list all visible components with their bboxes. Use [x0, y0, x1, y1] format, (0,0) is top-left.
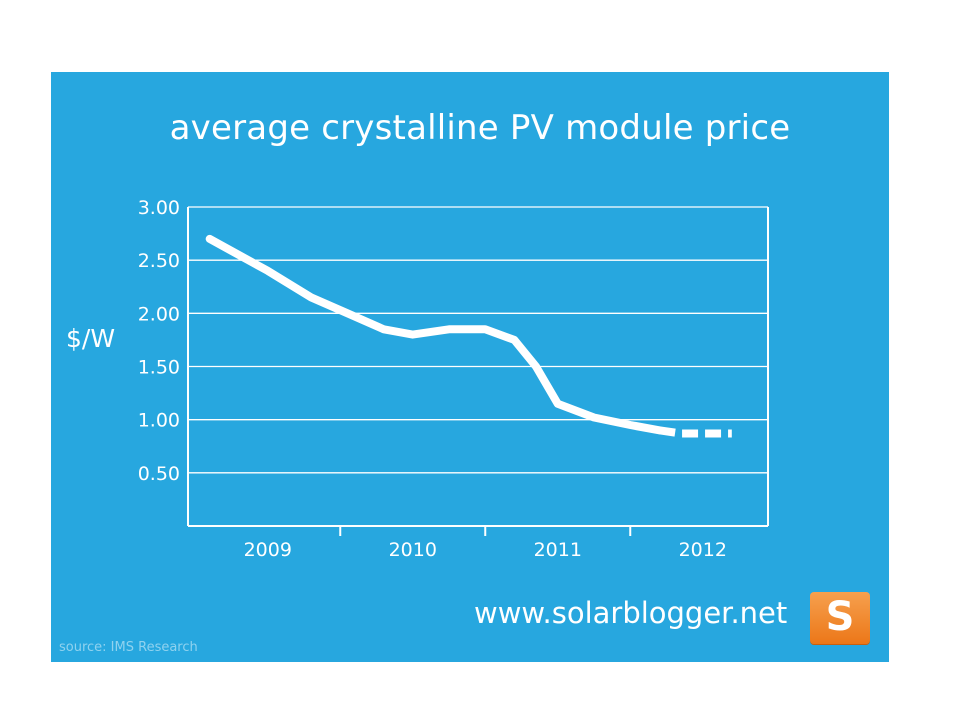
solarblogger-logo-icon: S [810, 592, 870, 644]
source-note: source: IMS Research [59, 640, 198, 655]
series-line-projected [658, 426, 732, 438]
x-tick-label: 2012 [679, 539, 727, 561]
y-tick-label: 1.00 [138, 410, 180, 432]
y-axis-label: $/W [66, 324, 116, 353]
y-tick-label: 1.50 [138, 357, 180, 379]
x-tick-label: 2011 [534, 539, 582, 561]
series-line [205, 234, 664, 435]
y-tick-label: 0.50 [138, 463, 180, 485]
x-tick-label: 2010 [389, 539, 437, 561]
website-url[interactable]: www.solarblogger.net [474, 596, 788, 630]
y-tick-label: 2.50 [138, 250, 180, 272]
x-tick-label: 2009 [244, 539, 292, 561]
y-tick-label: 3.00 [138, 197, 180, 219]
y-tick-label: 2.00 [138, 303, 180, 325]
chart-title: average crystalline PV module price [169, 108, 791, 148]
